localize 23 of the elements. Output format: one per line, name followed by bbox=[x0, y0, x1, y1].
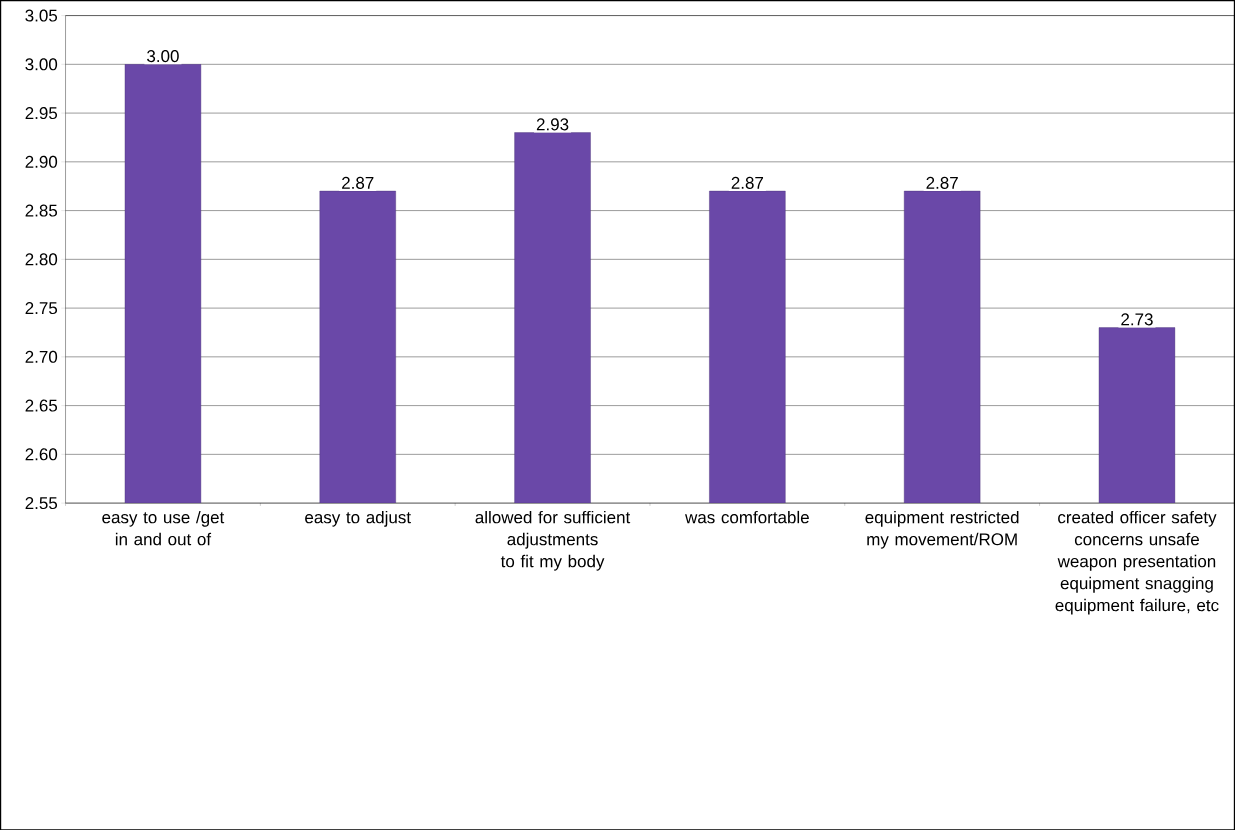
data-label: 2.87 bbox=[926, 176, 958, 189]
y-tick-label: 2.80 bbox=[25, 253, 58, 266]
y-tick-label: 2.70 bbox=[25, 350, 58, 363]
y-tick-label: 2.90 bbox=[25, 155, 58, 168]
x-tick-label: allowed for sufficient adjustments to fit my body bbox=[475, 510, 631, 571]
y-tick-label: 2.60 bbox=[25, 448, 58, 461]
y-tick-label: 2.65 bbox=[25, 399, 58, 412]
x-tick-label: was comfortable bbox=[685, 510, 809, 524]
data-label: 2.87 bbox=[731, 176, 764, 189]
x-tick-label: created officer safety concerns unsafe weapon presentation equipment snagging equipment failure, etc bbox=[1055, 510, 1219, 615]
x-tick-label: easy to adjust bbox=[305, 510, 411, 527]
y-tick-label: 2.95 bbox=[25, 106, 58, 119]
data-label: 2.93 bbox=[536, 118, 569, 131]
y-tick-label: 3.05 bbox=[25, 9, 58, 22]
y-tick-label: 2.55 bbox=[25, 496, 58, 509]
y-tick-label: 2.75 bbox=[25, 301, 58, 314]
x-tick-label: equipment restricted my movement/ROM bbox=[865, 510, 1019, 549]
data-label: 2.73 bbox=[1121, 313, 1153, 326]
x-tick-label: easy to use /get in and out of bbox=[102, 510, 225, 546]
y-tick-label: 2.85 bbox=[25, 204, 58, 217]
y-tick-label: 3.00 bbox=[25, 58, 58, 71]
data-label: 2.87 bbox=[342, 176, 374, 189]
data-label: 3.00 bbox=[147, 49, 179, 62]
